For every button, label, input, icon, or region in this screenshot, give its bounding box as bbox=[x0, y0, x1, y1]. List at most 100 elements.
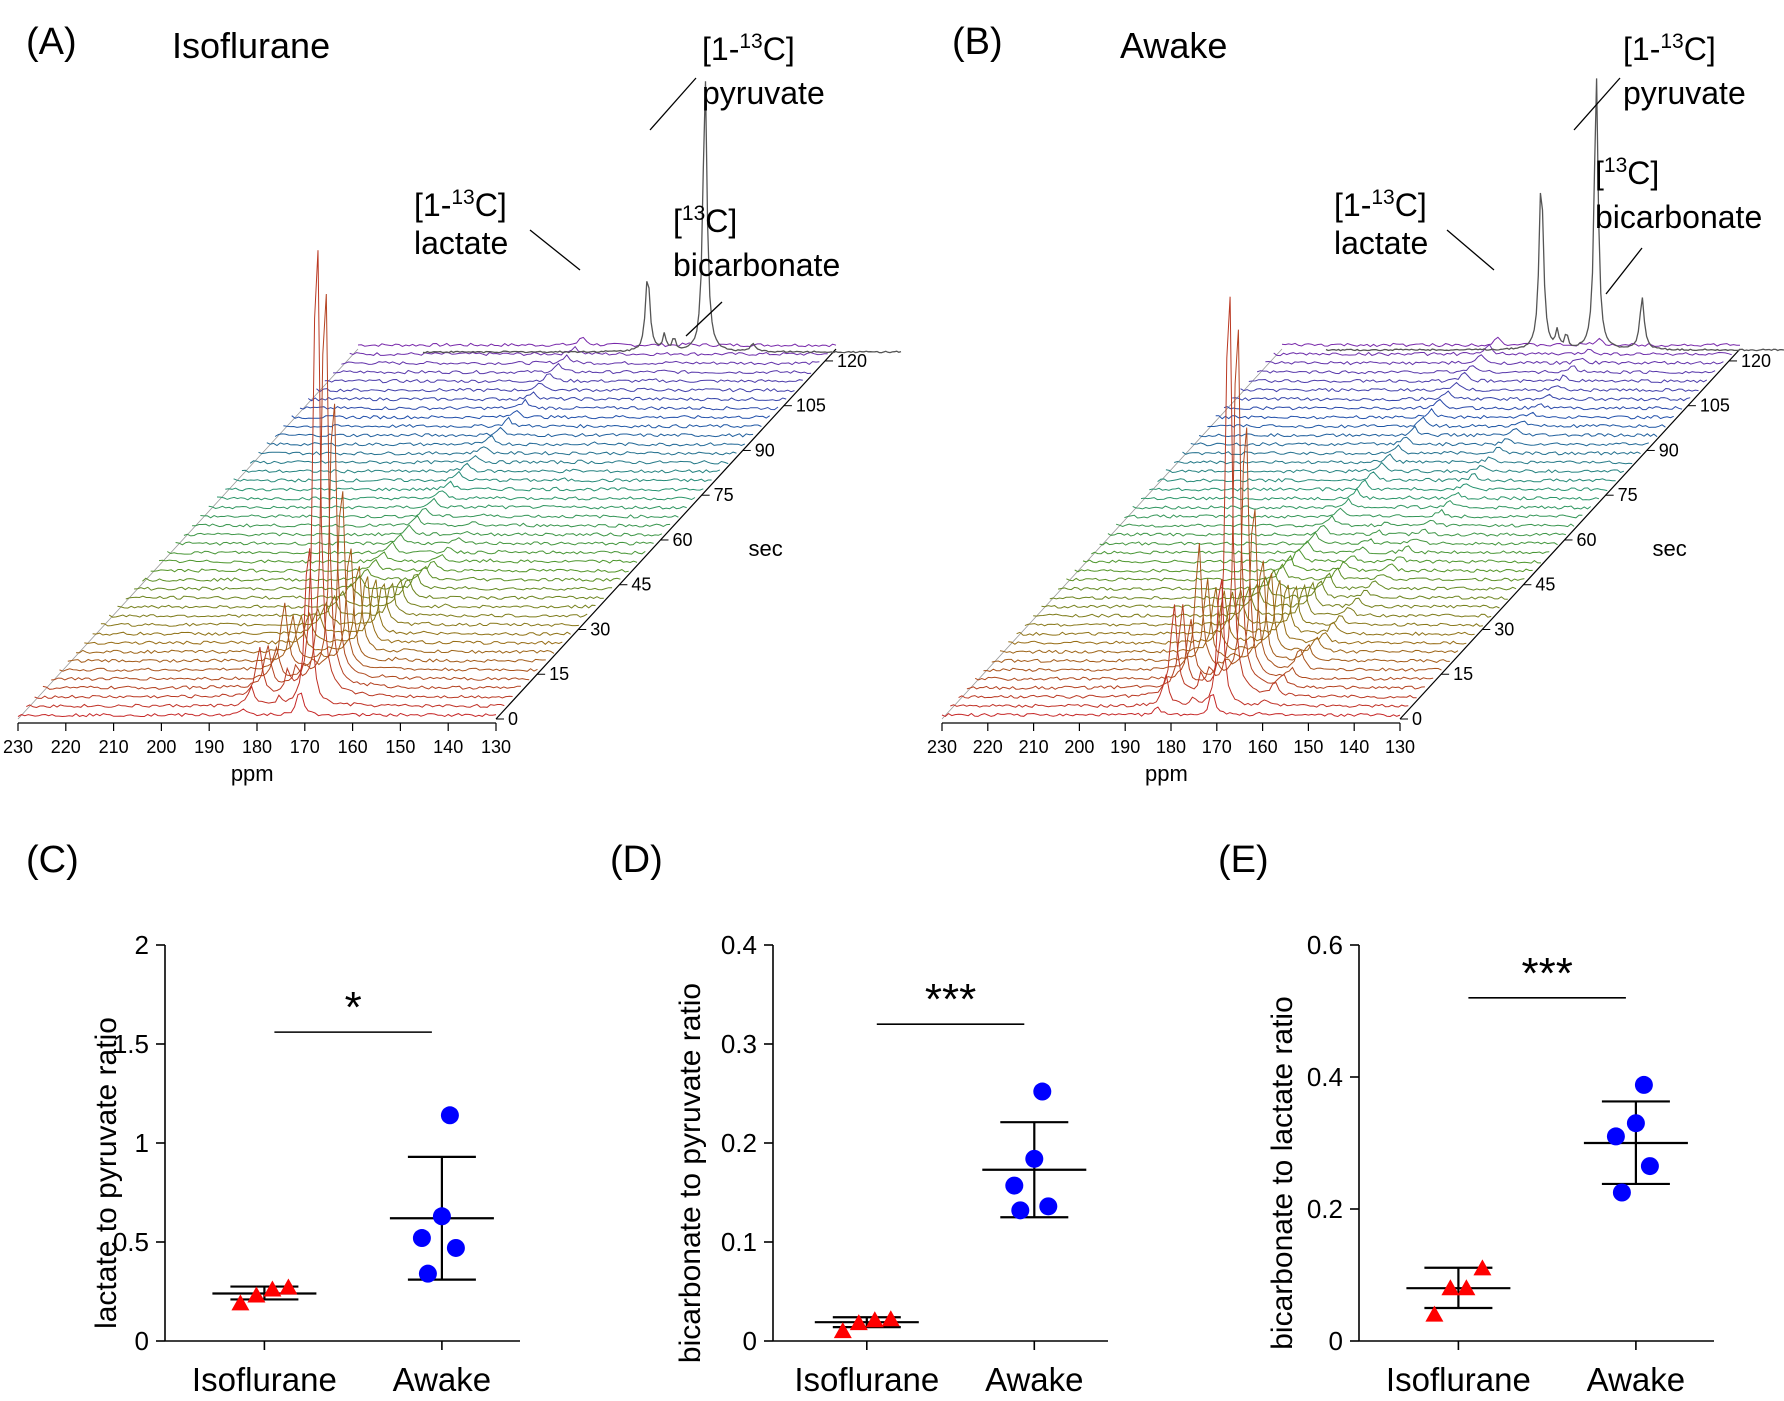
x-category-label: Awake bbox=[985, 1361, 1083, 1398]
spectrum-trace bbox=[1140, 487, 1600, 501]
spectrum-trace bbox=[341, 354, 820, 366]
pyruvate-isotope-label: [1-13C] bbox=[1623, 30, 1716, 67]
lactate-label-top: [1- bbox=[1334, 187, 1371, 223]
spectrum-trace bbox=[51, 403, 530, 681]
x-tick-label: 210 bbox=[99, 737, 129, 757]
x-tick-label: 210 bbox=[1019, 737, 1049, 757]
spectrum-trace bbox=[299, 398, 779, 411]
x-tick-label: 170 bbox=[1202, 737, 1232, 757]
spectrum-trace bbox=[84, 576, 563, 645]
depth-edge-line bbox=[17, 348, 359, 720]
bicarbonate-isotope-label: [13C] bbox=[1595, 154, 1659, 191]
spectrum-trace bbox=[1124, 507, 1583, 519]
time-tick-label: 45 bbox=[631, 575, 651, 595]
y-tick-label: 0.1 bbox=[721, 1227, 757, 1257]
bicarbonate-isotope-label: [13C] bbox=[673, 202, 737, 239]
x-tick-label: 130 bbox=[1385, 737, 1415, 757]
spectrum-trace bbox=[1099, 531, 1558, 546]
spectrum-trace bbox=[167, 541, 646, 555]
data-point-triangle bbox=[247, 1286, 266, 1303]
time-tick-label: 120 bbox=[1741, 351, 1771, 371]
pyruvate-label-sup: 13 bbox=[739, 30, 762, 53]
x-category-label: Isoflurane bbox=[1386, 1361, 1531, 1398]
spectrum-trace bbox=[1041, 581, 1500, 609]
pyruvate-label-sup: 13 bbox=[1660, 30, 1683, 53]
summed-spectrum-trace bbox=[422, 81, 902, 354]
data-point-circle bbox=[1033, 1082, 1052, 1101]
pyruvate-leader-line bbox=[1573, 77, 1621, 131]
spectrum-trace bbox=[266, 435, 746, 447]
spectrum-trace bbox=[17, 692, 497, 718]
bicarbonate-label-top: [ bbox=[673, 203, 682, 239]
panel-c-scatter: (C) 0 0.5 1 1.5 2 Isoflurane Awake lactate to py… bbox=[26, 839, 520, 1398]
spectrum-trace bbox=[75, 566, 555, 654]
time-tick-label: 75 bbox=[714, 485, 734, 505]
panel-d-scatter: (D) 0 0.1 0.2 0.3 0.4 Isoflurane Awake bicarbona… bbox=[610, 839, 1108, 1398]
spectrum-trace bbox=[1149, 479, 1608, 492]
time-tick-label: 0 bbox=[508, 709, 518, 729]
y-tick-label: 1.5 bbox=[113, 1029, 149, 1059]
spectrum-trace bbox=[1190, 436, 1649, 447]
time-tick-label: 105 bbox=[1700, 396, 1730, 416]
x-tick-label: 160 bbox=[1248, 737, 1278, 757]
spectrum-trace bbox=[1215, 407, 1674, 420]
x-tick-label: 220 bbox=[51, 737, 81, 757]
panel-letter: (A) bbox=[26, 21, 77, 63]
spectrum-trace bbox=[941, 694, 1401, 718]
x-axis-title: ppm bbox=[1145, 761, 1188, 786]
y-tick-label: 0.2 bbox=[721, 1128, 757, 1158]
spectrum-trace bbox=[958, 296, 1417, 699]
panel-title: Awake bbox=[1120, 25, 1227, 66]
spectrum-trace bbox=[108, 582, 588, 618]
panel-e-scatter: (E) 0 0.2 0.4 0.6 Isoflurane Awake bicarbonate … bbox=[1218, 839, 1714, 1398]
data-point-circle bbox=[1606, 1127, 1625, 1146]
y-tick-label: 0.3 bbox=[721, 1029, 757, 1059]
lactate-leader-line bbox=[1446, 229, 1495, 271]
pyruvate-label-top: [1- bbox=[702, 31, 739, 67]
data-point-circle bbox=[1011, 1201, 1030, 1220]
spectrum-trace bbox=[26, 548, 505, 709]
y-tick-label: 0.4 bbox=[721, 930, 757, 960]
spectrum-trace bbox=[950, 579, 1409, 708]
spectrum-trace bbox=[67, 548, 546, 663]
x-tick-label: 180 bbox=[242, 737, 272, 757]
spectrum-trace bbox=[241, 462, 721, 474]
pyruvate-name-label: pyruvate bbox=[702, 75, 825, 111]
spectrum-trace bbox=[1082, 548, 1541, 564]
spectrum-trace bbox=[1024, 585, 1483, 627]
spectrum-trace bbox=[249, 454, 729, 465]
spectrum-trace bbox=[117, 579, 596, 609]
spectrum-trace bbox=[183, 524, 663, 537]
data-point-circle bbox=[1634, 1075, 1653, 1094]
spectrum-trace bbox=[1091, 540, 1550, 555]
panel-letter: (D) bbox=[610, 839, 663, 881]
bicarbonate-leader-line bbox=[1605, 247, 1643, 295]
time-tick-label: 15 bbox=[549, 664, 569, 684]
bicarbonate-label-sup: 13 bbox=[682, 202, 705, 225]
spectrum-trace bbox=[1066, 563, 1525, 582]
x-tick-label: 230 bbox=[927, 737, 957, 757]
bicarbonate-label-rest: C] bbox=[705, 203, 737, 239]
spectrum-trace bbox=[283, 416, 762, 429]
spectrum-trace bbox=[274, 426, 754, 438]
time-tick-label: 75 bbox=[1618, 485, 1638, 505]
data-point-circle bbox=[1640, 1157, 1659, 1176]
spectrum-trace bbox=[92, 579, 571, 636]
spectrum-trace bbox=[1165, 461, 1625, 474]
spectrum-trace bbox=[291, 409, 770, 420]
spectrum-trace bbox=[324, 373, 803, 384]
x-tick-label: 160 bbox=[338, 737, 368, 757]
x-tick-label: 190 bbox=[1110, 737, 1140, 757]
spectrum-trace bbox=[983, 509, 1442, 672]
summed-spectrum-trace bbox=[1325, 78, 1784, 352]
spectrum-trace bbox=[991, 560, 1450, 663]
pyruvate-isotope-label: [1-13C] bbox=[702, 30, 795, 67]
y-axis-title: bicarbonate to lactate ratio bbox=[1266, 996, 1299, 1350]
data-point-circle bbox=[432, 1207, 451, 1226]
spectrum-trace bbox=[333, 362, 812, 375]
y-tick-label: 1 bbox=[135, 1128, 149, 1158]
bicarbonate-name-label: bicarbonate bbox=[673, 247, 840, 283]
bicarbonate-name-label: bicarbonate bbox=[1595, 199, 1762, 235]
